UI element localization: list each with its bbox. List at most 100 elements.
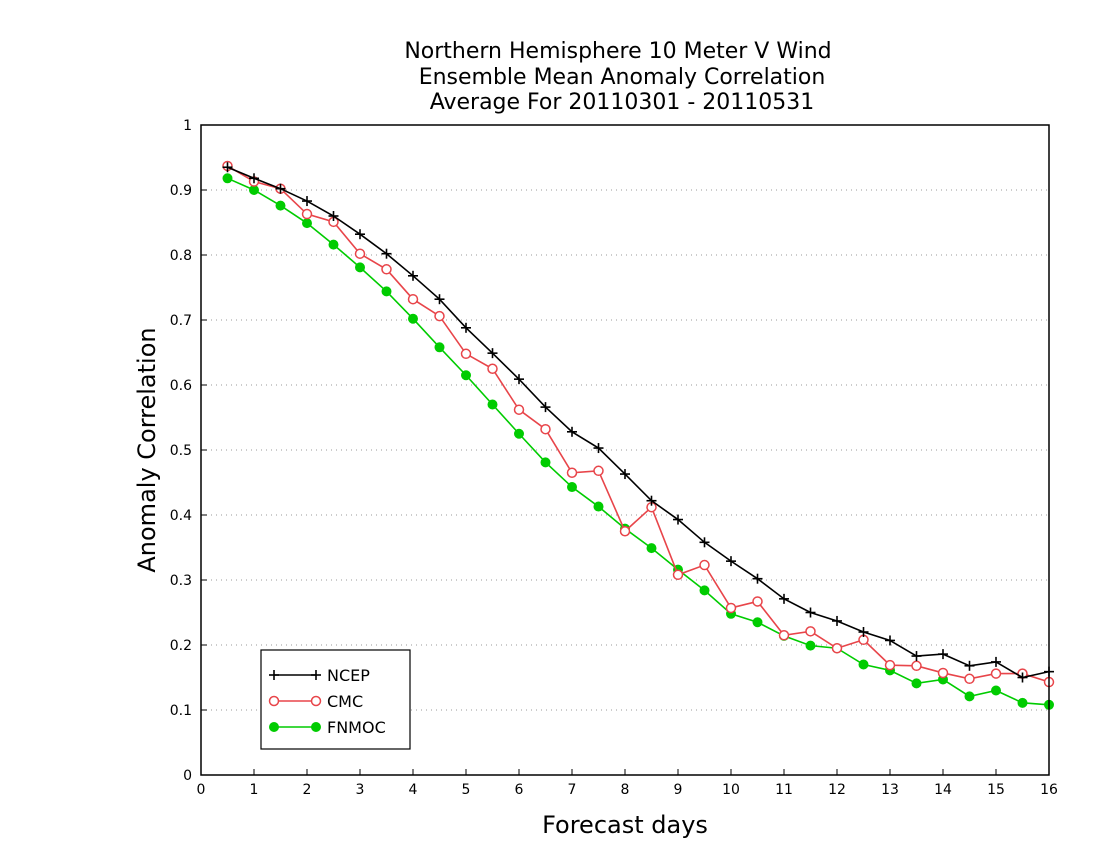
data-point-ncep	[885, 635, 895, 646]
data-point-fnmoc	[567, 482, 577, 493]
data-point-fnmoc	[514, 428, 524, 439]
data-point-ncep	[646, 495, 657, 506]
data-point-ncep	[964, 660, 975, 671]
data-point-ncep	[222, 162, 233, 173]
data-point-ncep	[434, 294, 445, 305]
x-tick-label: 3	[356, 782, 365, 798]
data-point-ncep	[699, 537, 710, 548]
data-point-fnmoc	[302, 218, 312, 229]
x-tick-label: 10	[722, 782, 740, 798]
series-ncep	[222, 162, 1054, 683]
x-tick-label: 4	[409, 782, 418, 798]
y-tick-label: 0.6	[170, 378, 192, 394]
legend-marker-start-ncep	[269, 670, 279, 680]
x-tick-label: 0	[197, 782, 206, 798]
data-point-fnmoc	[249, 185, 259, 195]
y-tick-label: 1	[183, 118, 192, 134]
data-point-fnmoc	[858, 659, 869, 670]
data-point-ncep	[514, 374, 524, 385]
data-point-ncep	[567, 426, 577, 437]
y-tick-label: 0.7	[170, 313, 192, 329]
data-point-fnmoc	[911, 678, 922, 689]
data-point-ncep	[991, 656, 1001, 667]
data-point-fnmoc	[540, 457, 551, 468]
data-point-ncep	[408, 270, 418, 281]
data-point-ncep	[302, 196, 312, 207]
x-axis-title: Forecast days	[542, 811, 708, 839]
data-point-cmc	[513, 404, 525, 415]
data-point-ncep	[858, 627, 869, 637]
data-point-ncep	[752, 573, 763, 584]
x-tick-label: 7	[568, 782, 577, 798]
data-point-cmc	[778, 630, 790, 641]
data-point-cmc	[619, 526, 631, 537]
x-tick-label: 14	[934, 782, 952, 798]
data-point-cmc	[937, 667, 949, 679]
data-point-fnmoc	[461, 370, 471, 381]
x-tick-label: 16	[1040, 782, 1058, 798]
y-tick-label: 0	[183, 768, 192, 784]
data-point-fnmoc	[275, 200, 286, 211]
data-point-fnmoc	[328, 239, 339, 250]
data-point-fnmoc	[699, 585, 710, 596]
data-point-cmc	[964, 673, 975, 685]
data-point-cmc	[805, 626, 816, 637]
legend-marker-end-fnmoc	[311, 722, 321, 732]
data-point-cmc	[301, 208, 313, 220]
y-tick-label: 0.5	[170, 443, 192, 459]
data-point-fnmoc	[222, 173, 233, 184]
series-line-ncep	[227, 166, 1050, 679]
legend-label-fnmoc: FNMOC	[327, 718, 386, 737]
data-point-ncep	[911, 651, 922, 662]
data-point-cmc	[540, 423, 551, 435]
y-tick-label: 0.1	[170, 703, 192, 719]
legend-marker-start-fnmoc	[269, 722, 279, 732]
data-point-cmc	[460, 348, 472, 360]
x-tick-label: 1	[250, 782, 259, 798]
data-point-cmc	[884, 659, 896, 671]
data-point-fnmoc	[964, 691, 975, 702]
y-tick-label: 0.9	[170, 183, 192, 199]
data-point-ncep	[381, 248, 392, 259]
data-point-fnmoc	[487, 399, 498, 410]
data-point-cmc	[725, 602, 737, 614]
x-tick-label: 6	[515, 782, 524, 798]
data-point-cmc	[831, 643, 843, 654]
data-point-cmc	[672, 569, 684, 581]
y-axis-title: Anomaly Correlation	[133, 327, 161, 572]
data-point-ncep	[832, 615, 842, 626]
y-tick-label: 0.8	[170, 248, 192, 264]
chart-title: Northern Hemisphere 10 Meter V Wind Ense…	[404, 39, 831, 115]
data-point-ncep	[593, 443, 604, 454]
chart-title-line-2: Ensemble Mean Anomaly Correlation	[419, 65, 826, 90]
series-line-cmc	[227, 165, 1050, 683]
data-point-ncep	[275, 183, 286, 194]
data-point-ncep	[461, 322, 471, 333]
y-tick-label: 0.2	[170, 638, 192, 654]
data-point-cmc	[407, 293, 419, 305]
legend-box	[260, 649, 411, 750]
data-point-fnmoc	[593, 501, 604, 512]
x-tick-label: 2	[303, 782, 312, 798]
chart-title-line-1: Northern Hemisphere 10 Meter V Wind	[404, 39, 831, 64]
x-tick-label: 8	[621, 782, 630, 798]
axes: 0 1 2 3 4 5 6 7 8 9 10 11 12 13 14 15 1600.10.20.30.40.5…	[170, 118, 1058, 798]
data-point-cmc	[354, 248, 366, 259]
data-point-ncep	[673, 514, 683, 525]
legend-marker-end-cmc	[310, 695, 322, 707]
data-point-fnmoc	[434, 342, 445, 353]
x-tick-label: 11	[775, 782, 793, 798]
data-point-ncep	[328, 211, 339, 221]
data-point-ncep	[726, 556, 736, 567]
data-point-cmc	[699, 559, 710, 571]
data-point-fnmoc	[991, 685, 1001, 696]
data-point-fnmoc	[752, 617, 763, 628]
data-point-fnmoc	[355, 262, 365, 273]
x-tick-label: 9	[674, 782, 683, 798]
data-point-fnmoc	[381, 286, 392, 297]
data-point-ncep	[779, 593, 789, 604]
data-point-cmc	[911, 660, 922, 672]
y-tick-label: 0.3	[170, 573, 192, 589]
